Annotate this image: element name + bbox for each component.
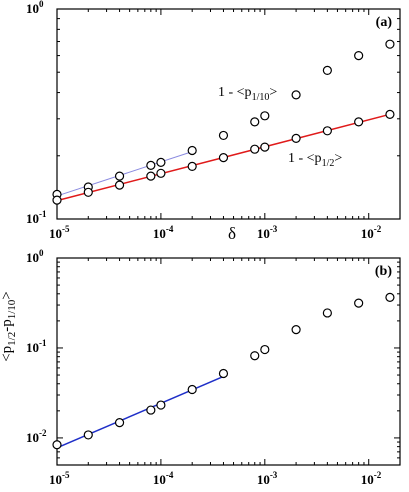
data-point — [156, 400, 166, 410]
data-point — [156, 157, 166, 168]
y-tick-label: 10-2 — [26, 428, 47, 445]
data-point — [385, 39, 395, 49]
data-point — [322, 65, 332, 76]
plot-frame — [56, 8, 401, 220]
data-point — [146, 171, 156, 181]
x-tick-label: 10-3 — [257, 470, 278, 487]
series-label: 1 - <p1/10> — [218, 85, 277, 103]
data-point — [291, 324, 301, 335]
data-point — [385, 292, 395, 302]
y-tick-label: 10-1 — [26, 338, 47, 355]
data-point — [260, 111, 270, 121]
y-axis-label: <p1/2-p1/10> — [0, 291, 18, 362]
x-tick-label: 10-2 — [361, 224, 382, 241]
data-point — [187, 384, 197, 395]
data-point — [322, 126, 332, 136]
x-axis-label: δ — [228, 224, 236, 243]
data-point — [218, 130, 229, 141]
data-point — [260, 344, 270, 355]
series-label: 1 - <p1/2> — [288, 151, 342, 169]
y-tick-label: 10-1 — [26, 209, 47, 226]
data-point — [52, 195, 62, 205]
data-point — [385, 109, 395, 119]
data-point — [250, 144, 260, 154]
data-point — [187, 145, 197, 156]
data-point — [291, 90, 301, 100]
data-point — [218, 368, 229, 379]
data-point — [250, 351, 260, 361]
data-point — [250, 117, 260, 127]
plot-frame — [56, 257, 401, 466]
x-tick-label: 10-4 — [153, 224, 174, 241]
data-point — [52, 440, 62, 450]
data-point — [83, 430, 93, 440]
data-point — [354, 50, 364, 61]
x-tick-label: 10-5 — [49, 470, 70, 487]
data-point — [291, 133, 301, 143]
data-point — [187, 161, 197, 172]
data-point — [218, 153, 229, 163]
x-tick-label: 10-2 — [361, 470, 382, 487]
data-point — [354, 298, 364, 308]
panel-label: (a) — [376, 15, 393, 30]
data-point — [322, 308, 332, 318]
data-point — [114, 418, 125, 428]
data-point — [260, 142, 270, 152]
data-point — [114, 171, 125, 181]
y-tick-label: 100 — [26, 0, 44, 16]
fit-line — [56, 151, 193, 197]
x-tick-label: 10-5 — [49, 224, 70, 241]
panel-a: 10-5 10-4 10-3 10-2 10-1 100 (a) δ 1 - <p1/10> 1 … — [26, 0, 401, 243]
panel-b: 10-5 10-4 10-3 10-2 10-2 10-1 100 (b) <p1/2-p1/1… — [0, 248, 401, 487]
panel-label: (b) — [375, 264, 392, 279]
x-tick-label: 10-4 — [153, 470, 174, 487]
data-point — [156, 168, 166, 178]
data-point — [146, 405, 156, 415]
data-point — [83, 187, 93, 197]
fit-line — [56, 375, 224, 449]
data-point — [114, 180, 125, 190]
y-tick-label: 100 — [26, 248, 44, 265]
data-point — [146, 160, 156, 170]
data-point — [354, 117, 364, 127]
x-tick-label: 10-3 — [257, 224, 278, 241]
